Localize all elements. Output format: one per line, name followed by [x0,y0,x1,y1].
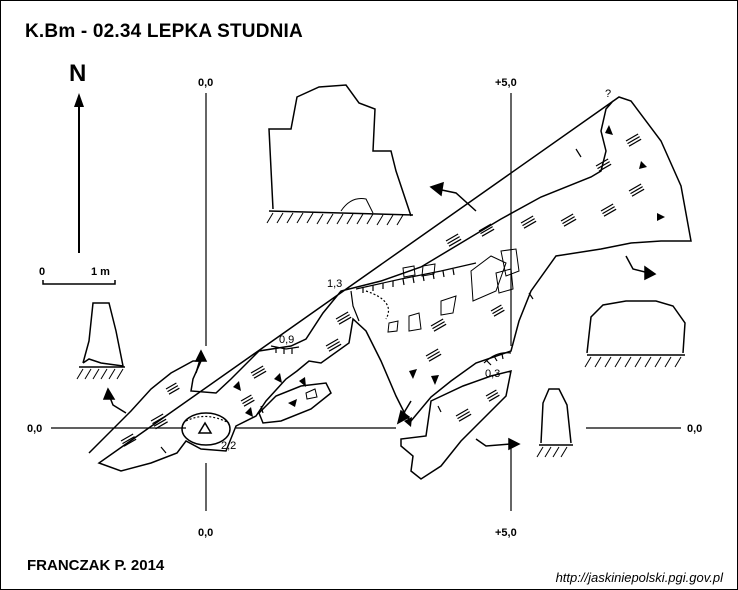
grid-label-top-right: +5,0 [495,77,517,89]
rock-blocks [305,248,520,400]
scale-start-label: 0 [39,266,45,278]
outline-markers [160,148,582,454]
source-url: http://jaskiniepolski.pgi.gov.pl [555,570,723,585]
cave-outline [88,96,692,480]
scale-bar: 0 1 m [39,266,116,285]
depth-label-4: 2,2 [221,440,236,452]
depth-label-3: 0,3 [485,368,500,380]
north-arrow: N [69,60,86,253]
scale-end-label: 1 m [91,266,110,278]
cross-section-bottom-right [539,388,573,446]
slope-triangles [233,125,665,427]
cross-section-top-floor [266,212,404,226]
grid-lines [51,93,681,511]
section-arrows [102,181,657,451]
cross-section-top [268,84,414,217]
map-title: K.Bm - 02.34 LEPKA STUDNIA [25,21,303,42]
grid-label-bottom-left: 0,0 [198,527,213,539]
cross-section-left-floor [76,368,124,380]
grid-label-top-left: 0,0 [198,77,213,89]
depth-label-1: 1,3 [327,278,342,290]
cross-section-right [586,300,686,356]
grid-label-right: 0,0 [687,423,702,435]
slope-hatching [120,133,645,447]
cross-section-left [79,302,125,368]
grid-label-bottom-right: +5,0 [495,527,517,539]
depth-label-2: 0,9 [279,334,294,346]
north-label: N [69,60,86,87]
cross-section-right-floor [584,356,682,368]
ledge-ticks [185,262,512,424]
unknown-passage-mark: ? [605,88,611,100]
cross-section-bottom-right-floor [536,446,568,458]
map-author: FRANCZAK P. 2014 [27,557,165,574]
grid-label-left: 0,0 [27,423,42,435]
